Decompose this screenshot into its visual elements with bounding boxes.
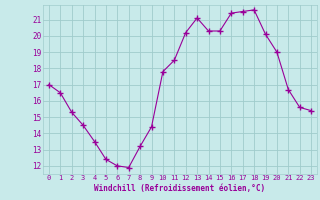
X-axis label: Windchill (Refroidissement éolien,°C): Windchill (Refroidissement éolien,°C) <box>94 184 266 193</box>
